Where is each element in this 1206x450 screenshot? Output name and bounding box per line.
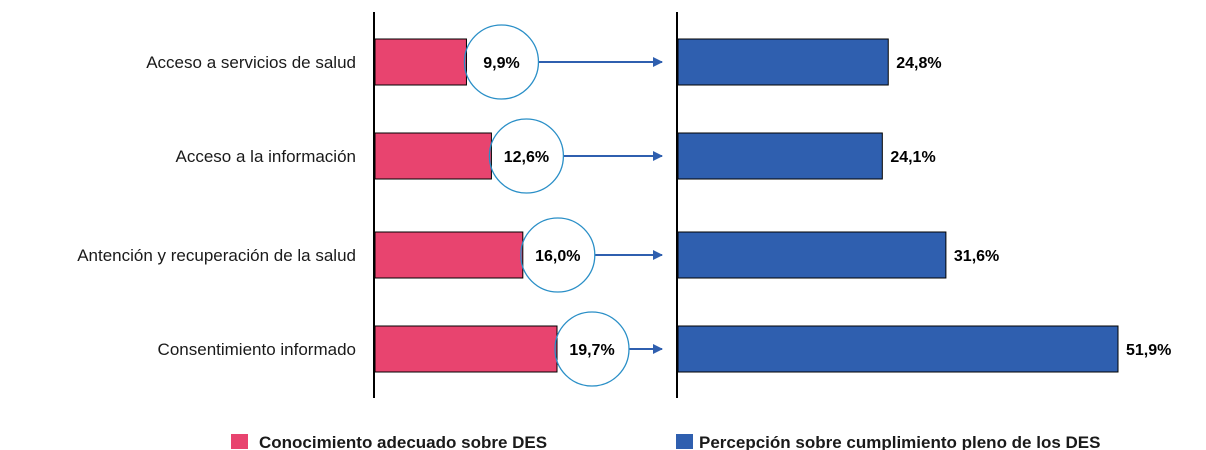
arrows [538,57,663,354]
legend-swatch-series-2 [676,434,693,449]
value-circle [488,118,565,194]
data-label-series-1: 16,0% [535,248,580,265]
bar-series-2 [677,132,883,180]
value-circles [463,24,630,387]
legend: Conocimiento adecuado sobre DES Percepci… [231,433,1100,450]
bar-series-1 [374,325,558,373]
series-2-bars [677,38,1119,373]
legend-label-series-2: Percepción sobre cumplimiento pleno de l… [699,433,1100,450]
data-label-series-2: 51,9% [1126,342,1171,359]
data-label-series-1: 9,9% [483,55,519,72]
bar-series-2 [677,325,1119,373]
data-label-series-1: 12,6% [504,149,549,166]
legend-swatch-series-1 [231,434,248,449]
category-label: Consentimiento informado [158,340,356,359]
bar-series-2 [677,38,889,86]
category-label: Acceso a servicios de salud [146,53,356,72]
bar-series-2 [677,231,947,279]
category-label: Acceso a la información [176,147,356,166]
bar-series-1 [374,231,524,279]
data-label-series-1: 19,7% [569,342,614,359]
value-circle [520,217,596,293]
bar-series-1 [374,132,492,180]
legend-label-series-1: Conocimiento adecuado sobre DES [259,433,547,450]
value-circle [554,311,630,387]
data-label-series-2: 31,6% [954,248,999,265]
series-1-bars [374,38,558,373]
category-labels: Acceso a servicios de salud Acceso a la i… [77,53,356,359]
value-labels: 9,9% 24,8% 12,6% 24,1% 16,0% 31,6% 19,7% 51,9% [483,55,1171,359]
data-label-series-2: 24,1% [890,149,935,166]
bar-series-1 [374,38,467,86]
category-label: Antención y recuperación de la salud [77,246,356,265]
value-circle [463,24,540,100]
data-label-series-2: 24,8% [896,55,941,72]
